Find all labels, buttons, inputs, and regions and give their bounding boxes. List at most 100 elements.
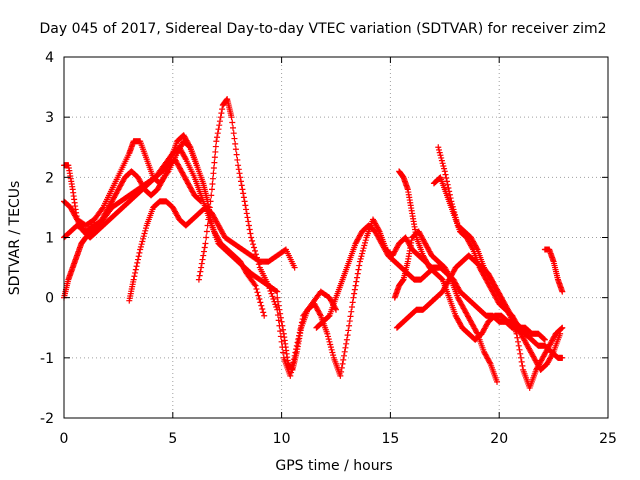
- data-point: [343, 340, 350, 347]
- data-point: [257, 299, 264, 306]
- data-point: [209, 181, 216, 188]
- data-point: [356, 258, 363, 265]
- data-point: [198, 198, 205, 205]
- data-point: [443, 175, 450, 182]
- data-point: [435, 144, 442, 151]
- data-point: [352, 282, 359, 289]
- data-point: [454, 219, 461, 226]
- data-point: [137, 243, 144, 250]
- data-point: [361, 242, 368, 249]
- data-point: [362, 237, 369, 244]
- data-point: [252, 282, 259, 289]
- data-point: [139, 238, 146, 245]
- x-tick-label: 5: [168, 431, 177, 447]
- data-point: [445, 185, 452, 192]
- data-point: [354, 274, 361, 281]
- data-point: [255, 292, 262, 299]
- data-point: [132, 269, 139, 276]
- data-point: [358, 253, 365, 260]
- data-point: [327, 341, 334, 348]
- data-point: [350, 294, 357, 301]
- data-point: [198, 260, 205, 267]
- y-tick-label: 0: [45, 291, 54, 307]
- data-point: [204, 222, 211, 229]
- data-point: [347, 313, 354, 320]
- data-point: [278, 318, 285, 325]
- data-point: [203, 228, 210, 235]
- data-point: [216, 122, 223, 129]
- data-point: [246, 226, 253, 233]
- data-point: [205, 216, 212, 223]
- data-point: [274, 294, 281, 301]
- data-point: [203, 234, 210, 241]
- data-point: [142, 225, 149, 232]
- data-point: [259, 306, 266, 313]
- data-point: [198, 264, 205, 271]
- data-point: [206, 204, 213, 211]
- y-tick-label: 3: [45, 110, 54, 126]
- data-point: [338, 364, 345, 371]
- data-point: [200, 252, 207, 259]
- data-point: [258, 302, 265, 309]
- series-sat-f: [61, 132, 200, 301]
- data-point: [242, 202, 249, 209]
- data-point: [438, 157, 445, 164]
- data-point: [276, 306, 283, 313]
- data-point: [140, 235, 147, 242]
- data-point: [250, 241, 257, 248]
- data-point: [559, 288, 566, 295]
- data-point: [218, 110, 225, 117]
- data-point: [448, 198, 455, 205]
- y-axis-label: SDTVAR / TECUs: [7, 181, 23, 296]
- data-point: [141, 230, 148, 237]
- y-tick-label: -1: [40, 351, 54, 367]
- data-point: [446, 188, 453, 195]
- data-point: [348, 304, 355, 311]
- data-point: [519, 362, 526, 369]
- data-point: [243, 210, 250, 217]
- data-point: [133, 263, 140, 270]
- data-point: [346, 322, 353, 329]
- data-point: [444, 181, 451, 188]
- y-tick-label: 4: [45, 50, 54, 66]
- data-point: [251, 281, 258, 288]
- data-point: [252, 247, 259, 254]
- data-point: [559, 354, 566, 361]
- data-point: [453, 217, 460, 224]
- data-point: [199, 256, 206, 263]
- data-point: [451, 211, 458, 218]
- data-point: [134, 259, 141, 266]
- data-point: [340, 356, 347, 363]
- data-point: [255, 261, 262, 268]
- data-point: [186, 142, 193, 149]
- data-point: [197, 268, 204, 275]
- data-point: [231, 135, 238, 142]
- data-point: [330, 352, 337, 359]
- data-point: [237, 174, 244, 181]
- data-point: [449, 203, 456, 210]
- data-point: [253, 285, 260, 292]
- data-point: [279, 322, 286, 329]
- data-point: [99, 205, 106, 212]
- data-point: [452, 214, 459, 221]
- data-point: [442, 171, 449, 178]
- data-point: [245, 222, 252, 229]
- data-point: [326, 338, 333, 345]
- data-point: [272, 301, 279, 308]
- data-point: [325, 333, 332, 340]
- data-point: [248, 234, 255, 241]
- data-point: [441, 165, 448, 172]
- data-point: [200, 248, 207, 255]
- data-point: [219, 106, 226, 113]
- data-point: [239, 186, 246, 193]
- data-point: [437, 152, 444, 159]
- data-point: [235, 162, 242, 169]
- data-point: [232, 140, 239, 147]
- data-point: [375, 227, 382, 234]
- x-tick-label: 25: [599, 431, 617, 447]
- data-point: [517, 354, 524, 361]
- data-point: [208, 186, 215, 193]
- data-point: [232, 146, 239, 153]
- y-tick-label: 1: [45, 231, 54, 247]
